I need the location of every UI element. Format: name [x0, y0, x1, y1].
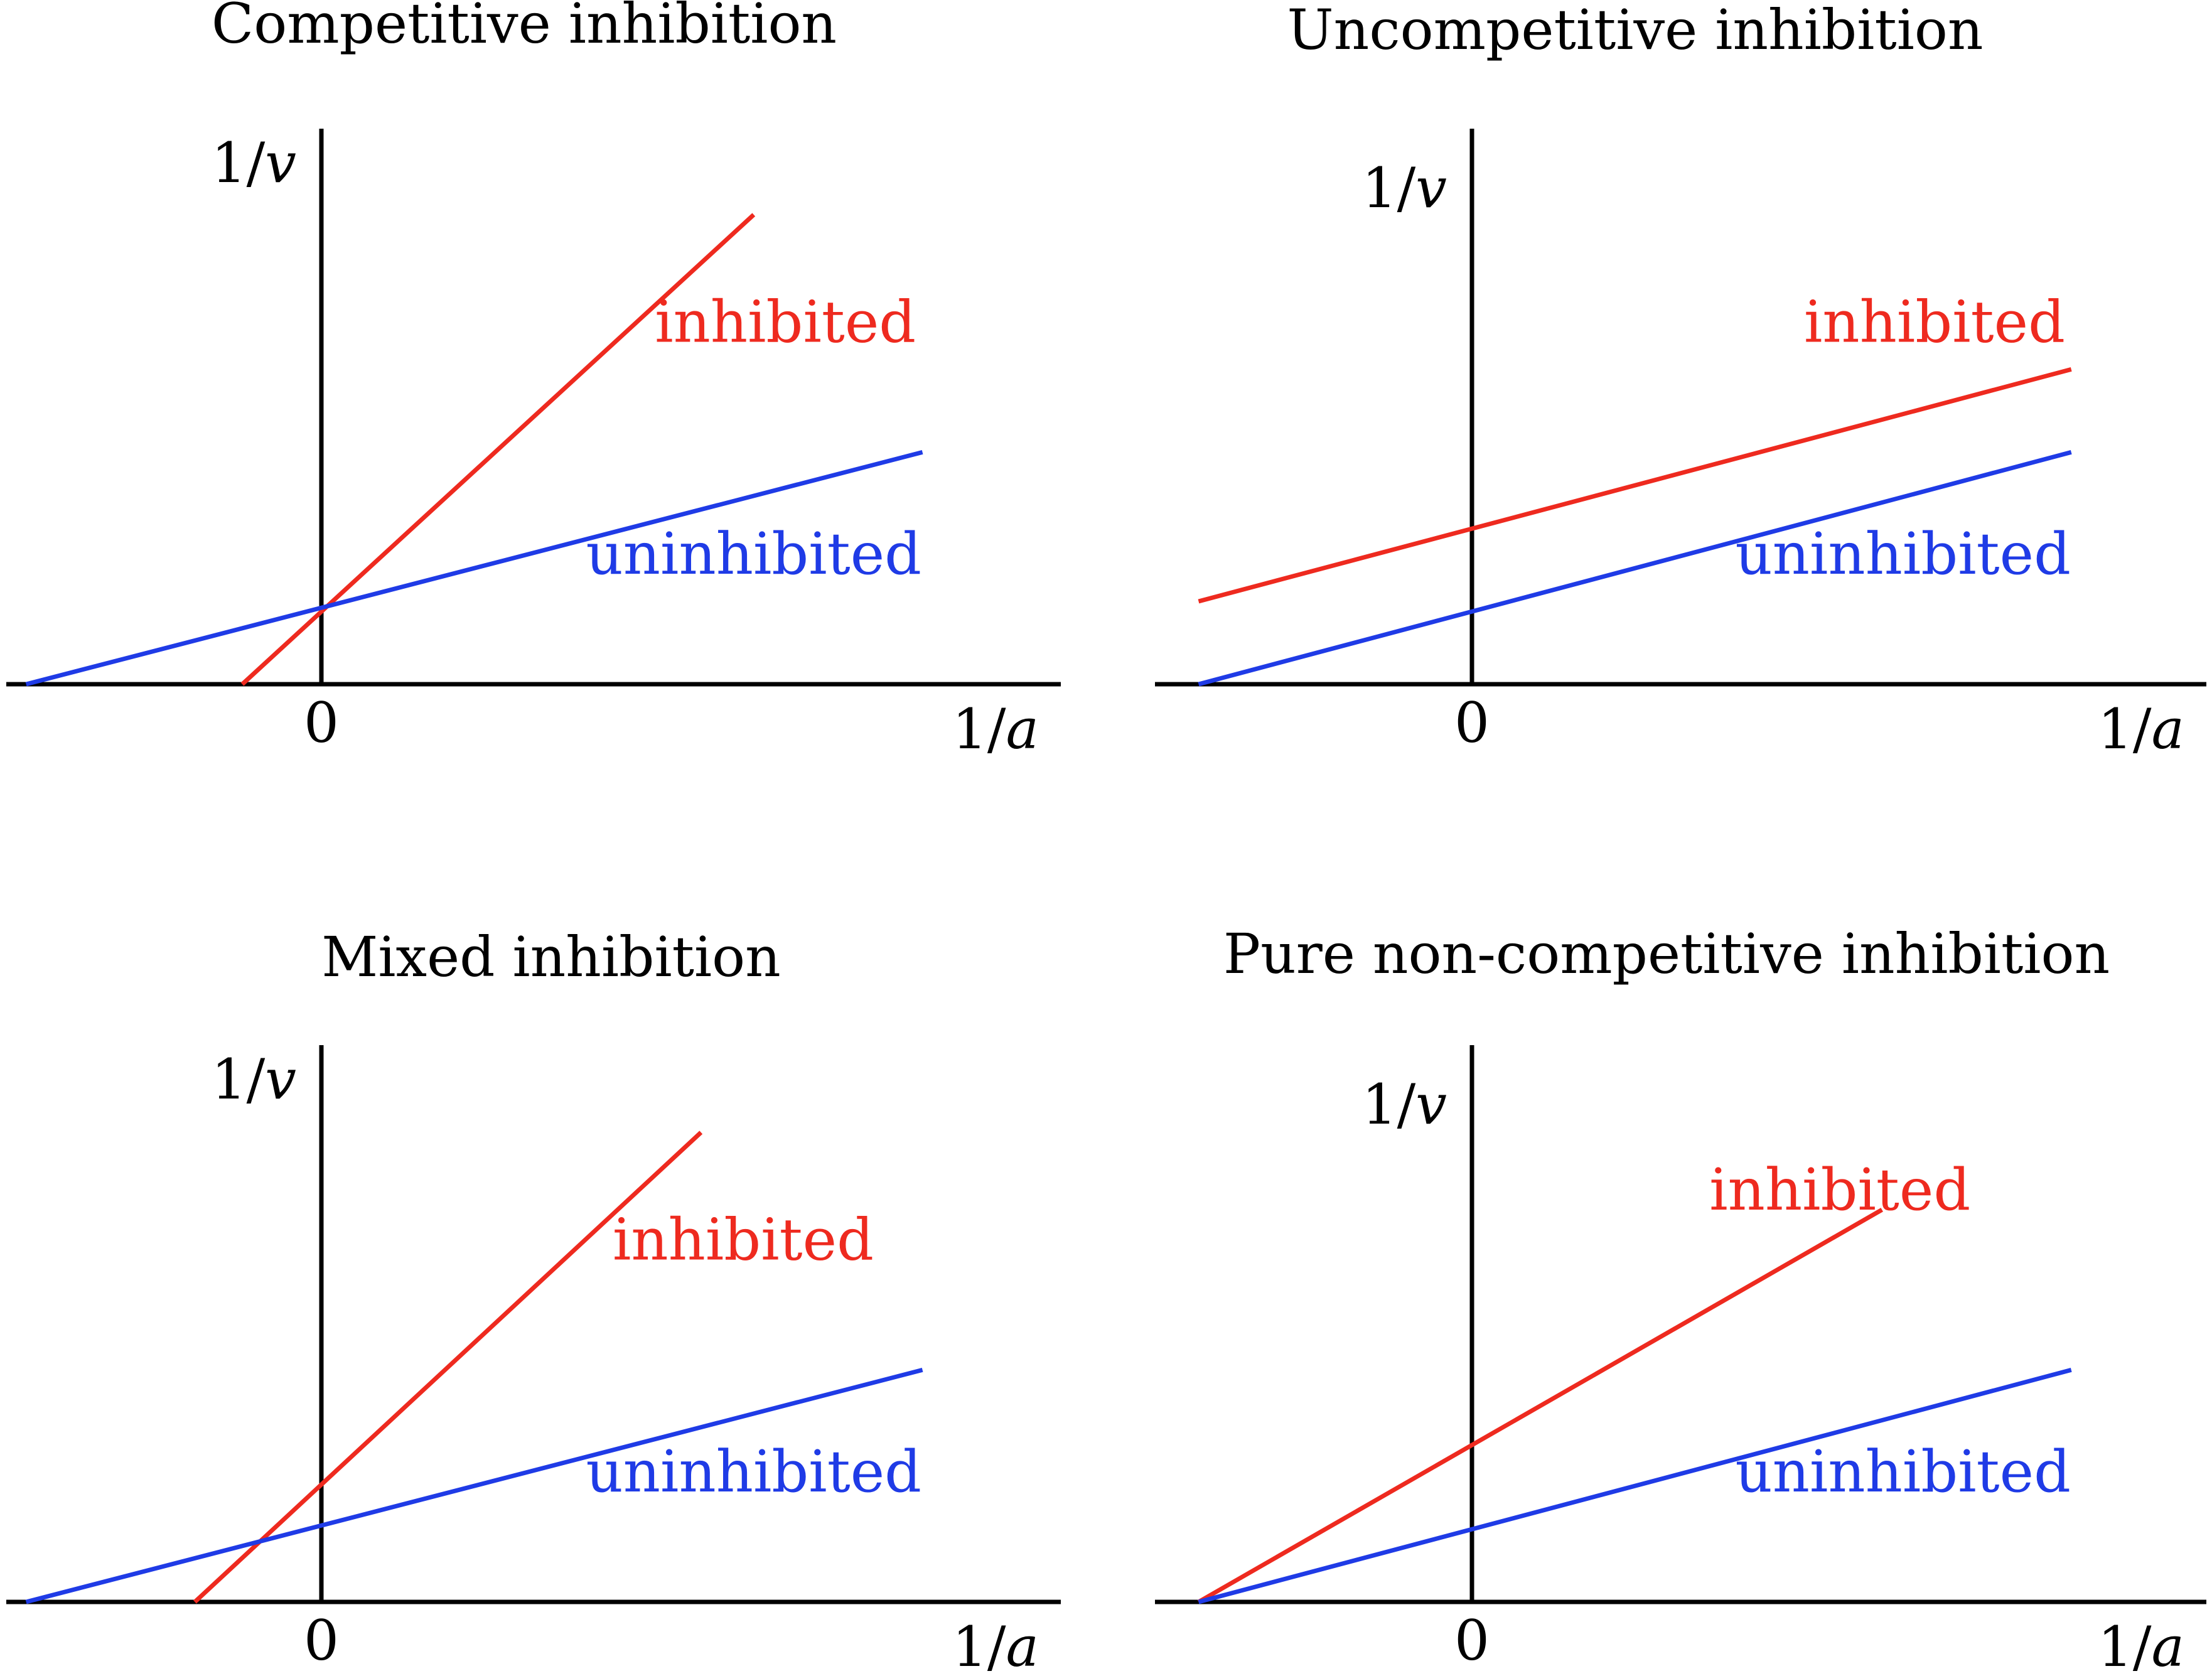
series-label-inhibited: inhibited: [655, 288, 916, 355]
series-label-uninhibited: uninhibited: [586, 520, 921, 588]
series-line-uninhibited: [25, 450, 923, 687]
series-line-uninhibited: [25, 1368, 923, 1604]
x-tick-label-0: 0: [1454, 1608, 1490, 1673]
x-tick-label-0: 0: [304, 690, 339, 755]
series-label-uninhibited: uninhibited: [586, 1438, 921, 1505]
x-axis-label: 1/a: [2098, 697, 2184, 761]
series-line-inhibited: [1197, 1208, 1883, 1604]
series-line-uninhibited: [1198, 1368, 2072, 1604]
series-line-inhibited: [240, 213, 756, 686]
y-axis-label: 1/v: [1362, 156, 1447, 220]
chart-title: Uncompetitive inhibition: [1287, 0, 1983, 62]
x-tick-label-0: 0: [1454, 690, 1490, 755]
chart-panel-4: Pure non-competitive inhibition 1/v 1/a 0 in…: [1155, 921, 2206, 1676]
x-axis-label: 1/a: [952, 1614, 1039, 1676]
series-line-uninhibited: [1198, 450, 2072, 687]
series-label-inhibited: inhibited: [1709, 1156, 1970, 1223]
x-axis-label: 1/a: [952, 697, 1039, 761]
chart-panel-3: Mixed inhibition 1/v 1/a 0 inhibited uninhibi…: [6, 925, 1061, 1676]
series-line-inhibited: [193, 1131, 703, 1604]
chart-title: Mixed inhibition: [321, 925, 781, 989]
series-label-inhibited: inhibited: [1804, 288, 2065, 355]
chart-title: Competitive inhibition: [212, 0, 837, 56]
y-axis-label: 1/v: [212, 131, 296, 195]
chart-panel-2: Uncompetitive inhibition 1/v 1/a 0 inhibited…: [1155, 0, 2206, 761]
y-axis-label: 1/v: [1362, 1072, 1447, 1137]
x-axis-label: 1/a: [2098, 1614, 2184, 1676]
series-line-inhibited: [1198, 367, 2072, 604]
y-axis-label: 1/v: [212, 1047, 296, 1112]
series-label-inhibited: inhibited: [613, 1206, 874, 1273]
chart-panel-1: Competitive inhibition 1/v 1/a 0 inhibited un…: [6, 0, 1061, 761]
series-label-uninhibited: uninhibited: [1736, 1438, 2071, 1505]
series-label-uninhibited: uninhibited: [1736, 520, 2071, 588]
x-tick-label-0: 0: [304, 1608, 339, 1673]
chart-title: Pure non-competitive inhibition: [1223, 921, 2110, 986]
